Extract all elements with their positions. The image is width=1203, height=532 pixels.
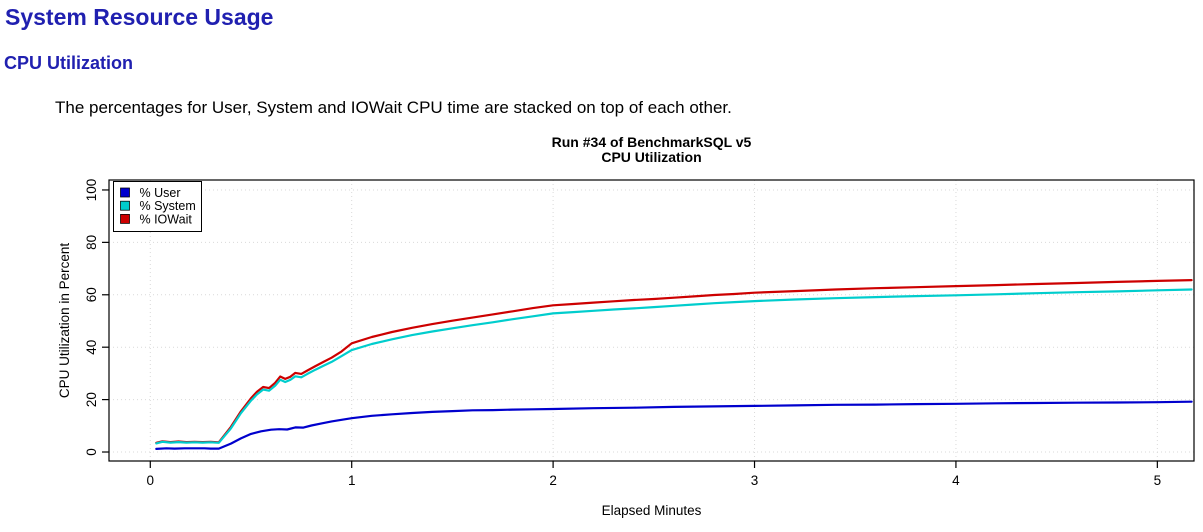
y-tick-label: 0: [84, 448, 99, 456]
x-tick-label: 5: [1154, 473, 1162, 488]
legend-label: % System: [140, 199, 196, 213]
y-tick-label: 20: [84, 392, 99, 407]
section-heading-cpu-utilization: CPU Utilization: [4, 53, 133, 73]
y-tick-label: 80: [84, 235, 99, 250]
chart-subtitle: CPU Utilization: [601, 149, 701, 165]
section-description: The percentages for User, System and IOW…: [55, 98, 732, 117]
legend-swatch-user: [120, 187, 130, 198]
y-tick-label: 60: [84, 287, 99, 302]
legend-label: % IOWait: [140, 212, 193, 226]
series-line-system: [155, 288, 1193, 445]
x-axis-title: Elapsed Minutes: [602, 503, 702, 518]
x-tick-label: 0: [147, 473, 155, 488]
x-tick-label: 2: [549, 473, 557, 488]
page-title: System Resource Usage: [5, 4, 274, 30]
y-axis-title: CPU Utilization in Percent: [57, 243, 72, 399]
y-tick-label: 40: [84, 340, 99, 355]
chart-title: Run #34 of BenchmarkSQL v5: [552, 134, 752, 150]
x-tick-label: 3: [751, 473, 759, 488]
legend-swatch-iowait: [120, 214, 130, 224]
legend-label: % User: [140, 186, 181, 200]
x-tick-label: 4: [952, 473, 960, 488]
x-tick-label: 1: [348, 473, 356, 488]
legend-swatch-system: [120, 200, 130, 211]
series-line-iowait: [155, 279, 1193, 444]
plot-border: [108, 179, 1195, 462]
series-line-user: [155, 400, 1193, 450]
y-tick-label: 100: [84, 179, 99, 202]
